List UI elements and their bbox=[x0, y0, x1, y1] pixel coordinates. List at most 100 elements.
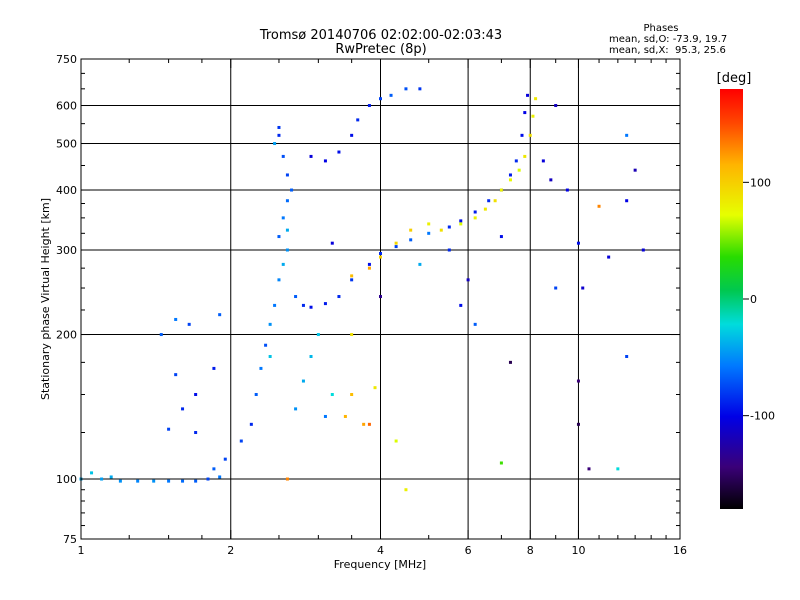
data-point bbox=[212, 366, 216, 370]
data-point bbox=[473, 322, 477, 326]
data-point bbox=[367, 422, 371, 426]
chart-title: Tromsø 20140706 02:02:00-02:03:43 bbox=[259, 28, 502, 43]
data-point bbox=[194, 393, 198, 397]
data-point bbox=[223, 457, 227, 461]
data-point bbox=[218, 475, 222, 479]
data-point bbox=[181, 407, 185, 411]
data-point bbox=[167, 479, 171, 483]
data-point bbox=[273, 142, 277, 146]
data-point bbox=[90, 471, 94, 475]
data-point bbox=[404, 87, 408, 91]
data-point bbox=[576, 379, 580, 383]
data-point bbox=[373, 386, 377, 390]
x-tick-label: 10 bbox=[571, 544, 585, 557]
data-point bbox=[427, 222, 431, 226]
data-point bbox=[309, 154, 313, 158]
data-point bbox=[277, 278, 281, 282]
data-point bbox=[641, 248, 645, 252]
data-point bbox=[427, 231, 431, 235]
data-point bbox=[159, 333, 163, 337]
x-tick-label: 4 bbox=[377, 544, 384, 557]
y-tick-label: 300 bbox=[56, 244, 77, 257]
data-point bbox=[187, 322, 191, 326]
data-point bbox=[273, 303, 277, 307]
data-point bbox=[356, 118, 360, 122]
data-point bbox=[520, 133, 524, 137]
data-point bbox=[174, 317, 178, 321]
data-point bbox=[367, 104, 371, 108]
data-point bbox=[212, 467, 216, 471]
y-tick-label: 500 bbox=[56, 138, 77, 151]
data-point bbox=[100, 477, 104, 481]
data-point bbox=[394, 245, 398, 249]
data-point bbox=[576, 422, 580, 426]
x-tick-label: 6 bbox=[465, 544, 472, 557]
data-point bbox=[285, 477, 289, 481]
data-point bbox=[389, 93, 393, 97]
data-point bbox=[523, 111, 527, 115]
data-point bbox=[294, 407, 298, 411]
data-point bbox=[218, 313, 222, 317]
colorbar-tick-label: -100 bbox=[750, 410, 775, 423]
data-point bbox=[309, 305, 313, 309]
data-point bbox=[517, 168, 521, 172]
data-point bbox=[367, 262, 371, 266]
stats-x-line: mean, sd,X: 95.3, 25.6 bbox=[609, 45, 726, 56]
data-point bbox=[499, 461, 503, 465]
data-point bbox=[337, 150, 341, 154]
data-point bbox=[118, 479, 122, 483]
colorbar-ticks: 100 0 -100 bbox=[743, 176, 775, 423]
data-point bbox=[459, 219, 463, 223]
data-point bbox=[277, 235, 281, 239]
data-point bbox=[597, 204, 601, 208]
y-tick-label: 200 bbox=[56, 329, 77, 342]
data-point bbox=[323, 414, 327, 418]
y-tick-label: 750 bbox=[56, 53, 77, 66]
data-point bbox=[323, 159, 327, 163]
data-point bbox=[323, 302, 327, 306]
data-point bbox=[367, 266, 371, 270]
data-point bbox=[181, 479, 185, 483]
data-point bbox=[554, 286, 558, 290]
axis-ticks bbox=[80, 58, 681, 540]
y-tick-label: 100 bbox=[56, 473, 77, 486]
data-point bbox=[499, 235, 503, 239]
x-tick-label: 16 bbox=[673, 544, 687, 557]
data-point bbox=[379, 97, 382, 101]
data-point bbox=[404, 488, 408, 492]
data-point bbox=[379, 252, 382, 256]
data-point bbox=[587, 467, 591, 471]
data-point bbox=[394, 439, 398, 443]
data-point bbox=[607, 255, 611, 259]
data-point bbox=[531, 114, 535, 118]
colorbar-tick-label: 0 bbox=[750, 293, 757, 306]
data-point bbox=[487, 199, 491, 203]
data-point bbox=[268, 354, 272, 358]
data-point bbox=[301, 303, 305, 307]
data-point bbox=[194, 431, 198, 435]
grid-lines bbox=[81, 59, 680, 539]
x-axis-label: Frequency [MHz] bbox=[334, 558, 426, 571]
data-point bbox=[194, 479, 198, 483]
data-point bbox=[483, 207, 487, 211]
data-point bbox=[439, 228, 443, 232]
data-point bbox=[528, 133, 532, 137]
data-point bbox=[526, 93, 530, 97]
data-point bbox=[466, 278, 470, 282]
y-tick-label: 600 bbox=[56, 100, 77, 113]
data-point bbox=[418, 87, 422, 91]
data-point bbox=[350, 274, 354, 278]
chart-subtitle: RwPretec (8p) bbox=[335, 42, 426, 57]
data-point bbox=[514, 159, 518, 163]
data-point bbox=[447, 225, 451, 229]
data-point bbox=[285, 228, 289, 232]
data-point bbox=[473, 210, 477, 214]
data-point bbox=[508, 173, 512, 177]
colorbar bbox=[720, 89, 743, 509]
data-point bbox=[549, 178, 553, 182]
data-point bbox=[254, 393, 258, 397]
data-point bbox=[281, 154, 285, 158]
data-point bbox=[167, 427, 171, 431]
data-point bbox=[554, 104, 558, 108]
